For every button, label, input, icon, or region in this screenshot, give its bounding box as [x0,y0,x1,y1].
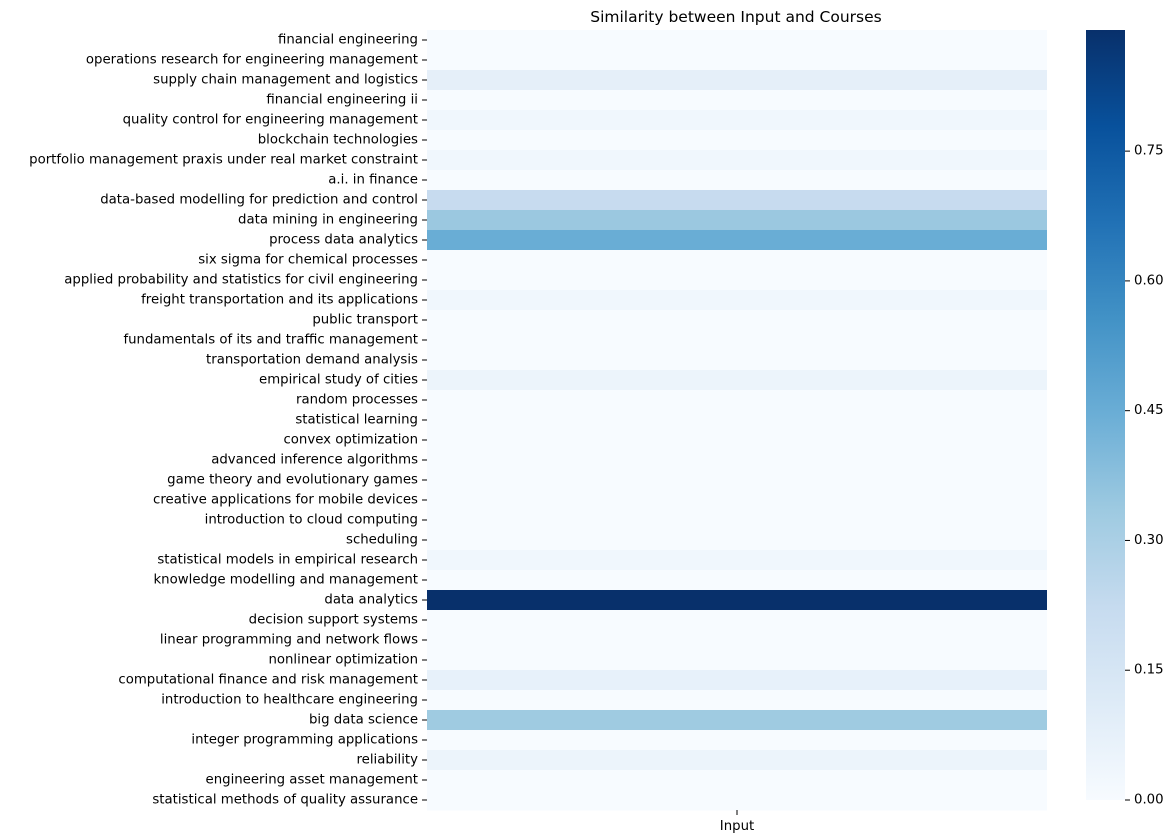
row-label: computational finance and risk managemen… [118,673,418,688]
row-labels: financial engineering operations research… [29,33,427,808]
heatmap-cell [427,150,1047,171]
heatmap-cell [427,290,1047,311]
row-label: engineering asset management [206,773,418,788]
column-labels: Input [720,810,754,834]
colorbar-tick-label: 0.75 [1134,144,1164,159]
row-label: reliability [357,753,419,768]
row-label: financial engineering [278,33,418,48]
heatmap-cell [427,370,1047,391]
heatmap-cell [427,230,1047,251]
heatmap-cell [427,670,1047,691]
row-label: freight transportation and its applicati… [141,293,418,308]
colorbar-tick-label: 0.00 [1134,793,1164,808]
heatmap-cell [427,790,1047,811]
row-label: convex optimization [283,433,418,448]
heatmap-cell [427,630,1047,651]
row-label: applied probability and statistics for c… [64,273,418,288]
row-label: data analytics [324,593,418,608]
row-label: introduction to cloud computing [205,513,418,528]
heatmap-cell [427,770,1047,791]
row-label: statistical learning [295,413,418,428]
heatmap-cell [427,490,1047,511]
heatmap-cell [427,750,1047,771]
colorbar: 0.00 0.15 0.30 0.45 0.60 0.75 [1086,30,1164,808]
row-label: integer programming applications [191,733,418,748]
row-label: blockchain technologies [258,133,418,148]
row-label: process data analytics [269,233,418,248]
row-label: portfolio management praxis under real m… [29,153,418,168]
heatmap-cell [427,350,1047,371]
heatmap-cell [427,650,1047,671]
row-label: decision support systems [249,613,418,628]
heatmap-cell [427,330,1047,351]
heatmap-cell [427,610,1047,631]
heatmap-cell [427,570,1047,591]
chart-title: Similarity between Input and Courses [590,8,882,26]
row-label: scheduling [346,533,418,548]
heatmap-cell [427,50,1047,71]
heatmap-cell [427,90,1047,111]
row-label: empirical study of cities [259,373,418,388]
heatmap-cell [427,430,1047,451]
row-label: public transport [312,313,418,328]
row-label: transportation demand analysis [206,353,418,368]
heatmap-cell [427,730,1047,751]
heatmap-cell [427,190,1047,211]
colorbar-tick-label: 0.15 [1134,663,1164,678]
heatmap-cell [427,110,1047,131]
row-label: statistical models in empirical research [157,553,418,568]
row-label: introduction to healthcare engineering [161,693,418,708]
colorbar-tick-label: 0.45 [1134,403,1164,418]
row-label: creative applications for mobile devices [153,493,418,508]
row-label: big data science [309,713,418,728]
heatmap-cell [427,410,1047,431]
row-label: a.i. in finance [328,173,418,188]
heatmap-cells [427,30,1047,811]
colorbar-tick-label: 0.60 [1134,273,1164,288]
heatmap-cell [427,590,1047,611]
heatmap-cell [427,30,1047,51]
row-label: financial engineering ii [266,93,418,108]
heatmap-cell [427,690,1047,711]
heatmap-cell [427,310,1047,331]
column-label: Input [720,819,754,834]
row-label: advanced inference algorithms [211,453,418,468]
row-label: data-based modelling for prediction and … [100,193,418,208]
row-label: knowledge modelling and management [153,573,418,588]
row-label: six sigma for chemical processes [198,253,418,268]
colorbar-gradient [1086,30,1125,800]
colorbar-tick-label: 0.30 [1134,533,1164,548]
row-label: operations research for engineering mana… [86,53,418,68]
row-label: statistical methods of quality assurance [152,793,418,808]
heatmap-cell [427,510,1047,531]
row-label: fundamentals of its and traffic manageme… [123,333,418,348]
row-label: nonlinear optimization [268,653,418,668]
row-label: quality control for engineering manageme… [123,113,418,128]
row-label: supply chain management and logistics [153,73,418,88]
row-label: random processes [296,393,418,408]
row-label: linear programming and network flows [160,633,418,648]
heatmap-cell [427,130,1047,151]
heatmap-cell [427,170,1047,191]
heatmap-cell [427,710,1047,731]
heatmap-cell [427,530,1047,551]
heatmap-cell [427,390,1047,411]
heatmap-cell [427,70,1047,91]
row-label: data mining in engineering [238,213,418,228]
heatmap-cell [427,270,1047,291]
heatmap-cell [427,250,1047,271]
heatmap-cell [427,550,1047,571]
row-label: game theory and evolutionary games [167,473,418,488]
heatmap-cell [427,450,1047,471]
heatmap-cell [427,210,1047,231]
heatmap-cell [427,470,1047,491]
